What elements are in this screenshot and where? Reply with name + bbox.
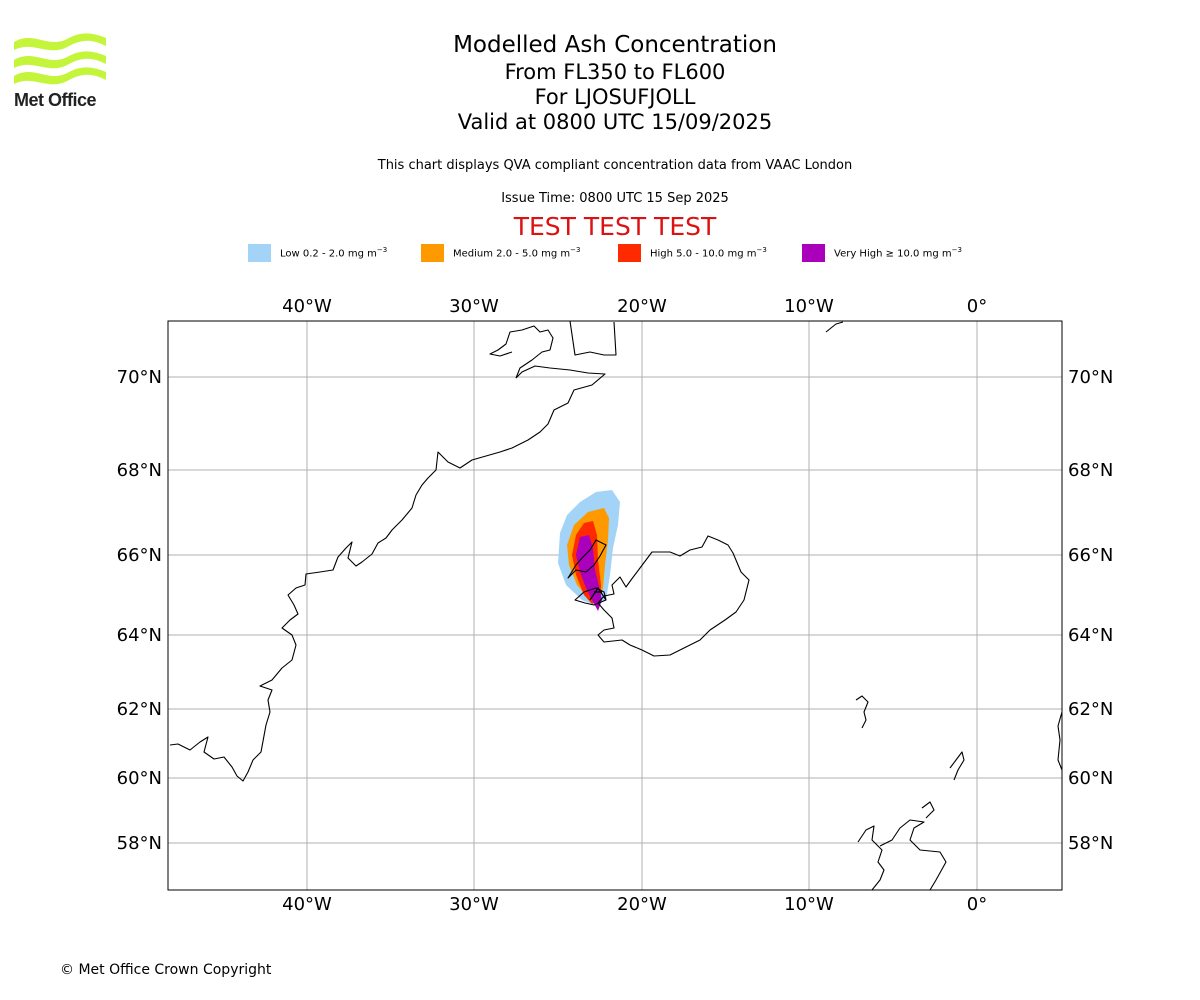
met-office-logo: Met Office [14,30,108,112]
lat-label-right: 68°N [1068,460,1113,481]
flight-level-range: From FL350 to FL600 [504,60,726,84]
lat-label-right: 66°N [1068,545,1113,566]
coastline-greenland [169,365,606,782]
lat-label-left: 66°N [117,545,162,566]
lon-label-top: 40°W [282,296,332,317]
legend-swatch-very-high [802,244,825,262]
coastline-greenland-north [489,325,554,379]
valid-time: Valid at 0800 UTC 15/09/2025 [457,110,773,134]
coastline-svalbard-tip [825,321,844,333]
lat-label-right: 60°N [1068,768,1113,789]
legend-swatch-medium [421,244,444,262]
lon-label-bottom: 40°W [282,894,332,915]
legend-label-low: Low 0.2 - 2.0 mg m [280,248,377,260]
coastline-orkney [921,801,935,819]
coastline-iceland-west [574,587,607,606]
lon-label-bottom: 10°W [784,894,834,915]
lat-label-right: 58°N [1068,833,1113,854]
legend-label-very-high: Very High ≥ 10.0 mg m [834,248,952,260]
legend-swatch-low [248,244,271,262]
map-body [168,321,1062,890]
map-frame [167,320,1063,891]
test-banner: TEST TEST TEST [513,212,717,241]
coastline-iceland-westfjords [567,539,607,579]
chart-title-block: Modelled Ash Concentration From FL350 to… [0,30,1200,135]
graticule [168,321,1062,890]
coastline-faroes [855,695,869,729]
coastline-greenland-east-cape [569,321,617,356]
ash-plume [558,490,620,611]
issue-time: Issue Time: 0800 UTC 15 Sep 2025 [501,191,729,206]
lon-label-bottom: 30°W [449,894,499,915]
lon-label-top: 30°W [449,296,499,317]
chart-title: Modelled Ash Concentration [453,32,777,58]
coastline-scotland [857,819,947,890]
chart-subtitle: This chart displays QVA compliant concen… [377,158,853,173]
lon-label-top: 20°W [617,296,667,317]
lat-label-left: 68°N [117,460,162,481]
volcano-name: For LJOSUFJOLL [534,85,696,109]
lat-label-left: 62°N [117,699,162,720]
coastline-iceland [597,535,750,657]
met-office-waves-icon [14,33,106,85]
legend-label-medium: Medium 2.0 - 5.0 mg m [453,248,571,260]
lat-label-right: 62°N [1068,699,1113,720]
copyright: © Met Office Crown Copyright [60,962,272,978]
coastlines [169,321,1062,890]
lat-label-left: 58°N [117,833,162,854]
lat-label-right: 64°N [1068,625,1113,646]
legend-swatch-high [618,244,641,262]
lat-label-left: 60°N [117,768,162,789]
coastline-shetland [949,751,965,781]
legend-label-high: High 5.0 - 10.0 mg m [650,248,757,260]
lat-label-left: 64°N [117,625,162,646]
met-office-logo-text: Met Office [14,90,97,110]
lon-label-top: 0° [967,296,987,317]
lon-label-bottom: 0° [967,894,987,915]
volcano-marker-icon [589,586,607,601]
lon-label-bottom: 20°W [617,894,667,915]
lon-label-top: 10°W [784,296,834,317]
coastline-norway [1057,711,1062,771]
lat-label-right: 70°N [1068,367,1113,388]
lat-label-left: 70°N [117,367,162,388]
